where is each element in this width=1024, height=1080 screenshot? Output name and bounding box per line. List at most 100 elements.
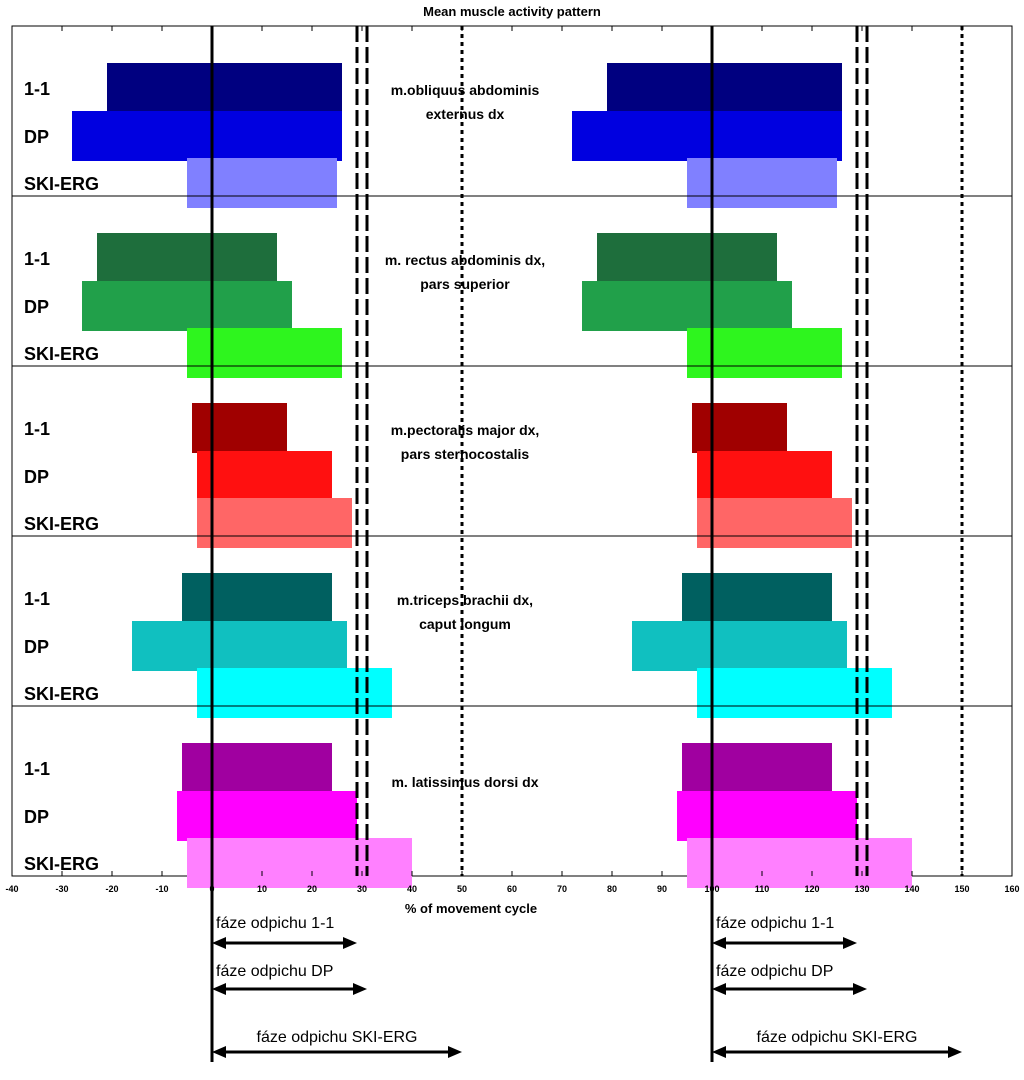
x-tick-label: 10	[257, 884, 267, 894]
activity-bar	[222, 170, 292, 196]
row-label: 1-1	[24, 79, 50, 99]
activity-bar	[112, 123, 322, 149]
phase-label: fáze odpichu 1-1	[216, 915, 334, 932]
phase-annotation: fáze odpichu DP	[712, 963, 867, 995]
phase-arrow-head-right	[948, 1046, 962, 1058]
muscle-label: caput longum	[419, 616, 511, 632]
row-label: DP	[24, 297, 49, 317]
activity-row: DP	[24, 451, 832, 501]
activity-bar	[717, 850, 862, 876]
activity-bar	[722, 170, 792, 196]
row-label: DP	[24, 467, 49, 487]
phase-annotation: fáze odpichu SKI-ERG	[712, 1029, 962, 1058]
phase-annotation: fáze odpichu 1-1	[712, 915, 857, 949]
row-label: 1-1	[24, 589, 50, 609]
x-tick-label: 140	[904, 884, 919, 894]
activity-bar	[207, 633, 327, 659]
activity-bar	[212, 415, 272, 441]
chart-title: Mean muscle activity pattern	[423, 4, 601, 19]
activity-row: SKI-ERG	[24, 498, 852, 548]
activity-row: 1-1	[24, 63, 842, 113]
row-label: SKI-ERG	[24, 854, 99, 874]
activity-bar	[712, 585, 817, 611]
x-tick-label: 50	[457, 884, 467, 894]
row-label: SKI-ERG	[24, 684, 99, 704]
activity-bar	[222, 680, 357, 706]
activity-bar	[612, 123, 822, 149]
x-tick-label: 160	[1004, 884, 1019, 894]
row-label: DP	[24, 807, 49, 827]
phase-label: fáze odpichu SKI-ERG	[257, 1029, 418, 1046]
activity-row: DP	[24, 621, 847, 671]
activity-bar	[212, 755, 307, 781]
phase-arrow-head-right	[448, 1046, 462, 1058]
row-label: DP	[24, 127, 49, 147]
muscle-panel: 1-1 DP SKI-ERG m. latissimus dorsi dx	[12, 705, 1012, 888]
x-tick-label: 80	[607, 884, 617, 894]
activity-row: DP	[24, 111, 842, 161]
activity-bar	[662, 75, 777, 101]
x-tick-label: -30	[55, 884, 68, 894]
phase-label: fáze odpichu DP	[716, 963, 833, 980]
row-label: 1-1	[24, 759, 50, 779]
phase-annotation: fáze odpichu DP	[212, 963, 367, 995]
phase-label: fáze odpichu 1-1	[716, 915, 834, 932]
phase-label: fáze odpichu SKI-ERG	[757, 1029, 918, 1046]
muscle-label: pars sternocostalis	[401, 446, 530, 462]
phase-arrow-head-right	[853, 983, 867, 995]
activity-bar	[717, 803, 832, 829]
x-tick-label: -40	[5, 884, 18, 894]
muscle-label: m.triceps brachii dx,	[397, 592, 533, 608]
activity-bar	[222, 463, 297, 489]
activity-row: SKI-ERG	[24, 328, 842, 378]
phase-arrow-head-right	[353, 983, 367, 995]
x-tick-label: 120	[804, 884, 819, 894]
x-axis-label: % of movement cycle	[405, 901, 537, 916]
row-label: SKI-ERG	[24, 344, 99, 364]
row-label: 1-1	[24, 249, 50, 269]
muscle-label: m.pectoralis major dx,	[391, 422, 540, 438]
muscle-label: m. rectus abdominis dx,	[385, 252, 545, 268]
muscle-label: m. latissimus dorsi dx	[391, 774, 538, 790]
x-tick-label: 130	[854, 884, 869, 894]
activity-row: 1-1	[24, 743, 832, 793]
phase-arrow-head-left	[712, 983, 726, 995]
phase-arrow-head-left	[712, 937, 726, 949]
x-tick-label: 40	[407, 884, 417, 894]
x-tick-label: 110	[755, 884, 770, 894]
row-label: 1-1	[24, 419, 50, 439]
activity-row: SKI-ERG	[24, 668, 892, 718]
x-tick-label: 20	[307, 884, 317, 894]
x-tick-label: 0	[209, 884, 214, 894]
activity-row: 1-1	[24, 403, 787, 453]
activity-bar	[647, 245, 762, 271]
activity-bar	[722, 463, 797, 489]
phase-arrow-head-right	[343, 937, 357, 949]
activity-bar	[722, 680, 857, 706]
row-label: SKI-ERG	[24, 514, 99, 534]
activity-row: SKI-ERG	[24, 158, 837, 208]
x-tick-label: 60	[507, 884, 517, 894]
muscle-panel: 1-1 DP SKI-ERG m.triceps brachii dx, caput l…	[12, 535, 1012, 718]
activity-row: DP	[24, 281, 792, 331]
activity-bar	[712, 755, 807, 781]
muscle-label: externus dx	[426, 106, 505, 122]
x-tick-label: 70	[557, 884, 567, 894]
activity-bar	[722, 510, 797, 536]
muscle-panel: 1-1 DP SKI-ERG m. rectus abdominis dx, pars …	[12, 195, 1012, 378]
activity-bar	[112, 293, 267, 319]
muscle-label: m.obliquus abdominis	[391, 82, 540, 98]
activity-bar	[217, 850, 362, 876]
phase-arrow-head-left	[212, 1046, 226, 1058]
x-tick-label: 30	[357, 884, 367, 894]
activity-bar	[712, 340, 817, 366]
muscle-panel: 1-1 DP SKI-ERG m.pectoralis major dx, pars s…	[12, 365, 1012, 548]
activity-bar	[212, 340, 317, 366]
phase-annotation: fáze odpichu 1-1	[212, 915, 357, 949]
activity-row: 1-1	[24, 233, 777, 283]
phase-arrow-head-right	[843, 937, 857, 949]
activity-bar	[147, 245, 262, 271]
row-label: SKI-ERG	[24, 174, 99, 194]
